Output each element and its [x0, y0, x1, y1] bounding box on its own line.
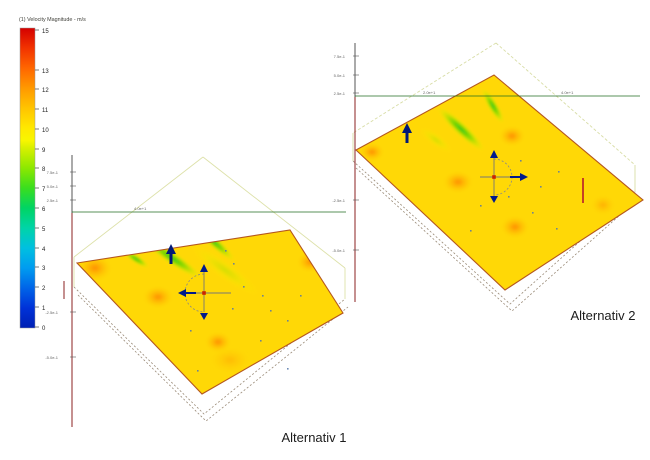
gizmo-up-arrow-icon — [490, 150, 498, 158]
surface-edge-outline — [355, 74, 644, 291]
colorbar-tick-labels: 15 13 12 11 10 9 8 7 6 5 4 3 2 1 0 — [42, 29, 49, 332]
colorbar — [19, 27, 36, 329]
colorbar-ticks — [35, 29, 39, 328]
velocity-surface — [77, 230, 343, 394]
svg-text:5: 5 — [42, 227, 46, 233]
axis-tick-label: -5.0e-1 — [45, 355, 58, 360]
surface-marker-dots — [190, 250, 302, 372]
legend-title: (1) Velocity Magnitude - m/s — [19, 17, 86, 23]
vertical-axis: 7.5e-1 5.0e-1 2.5e-1 -2.5e-1 -5.0e-1 — [332, 43, 359, 302]
rotation-gizmo[interactable] — [178, 264, 231, 320]
axis-tick-label: 7.5e-1 — [47, 170, 59, 175]
axis-tick-label: -2.5e-1 — [332, 198, 345, 203]
svg-text:2: 2 — [42, 286, 46, 292]
velocity-contours — [360, 87, 615, 238]
surface-marker-dots — [470, 160, 560, 232]
viewport-alternativ-2[interactable] — [340, 30, 650, 330]
svg-text:1: 1 — [42, 306, 46, 312]
gizmo-up-arrow-icon — [200, 264, 208, 272]
svg-text:12: 12 — [42, 88, 49, 94]
svg-text:4: 4 — [42, 247, 46, 253]
plot-caption-alternativ-2: Alternativ 2 — [570, 308, 635, 323]
svg-text:11: 11 — [42, 108, 49, 114]
measure-line-label: 4.0e+1 — [561, 90, 574, 95]
measure-line: 2.0e+1 4.0e+1 — [355, 90, 640, 97]
vertical-axis: 7.5e-1 5.0e-1 2.5e-1 -2.5e-1 -5.0e-1 — [45, 155, 76, 427]
gizmo-center-point — [492, 175, 496, 179]
svg-text:0: 0 — [42, 326, 46, 332]
axis-tick-label: 2.5e-1 — [334, 91, 346, 96]
svg-text:3: 3 — [42, 266, 46, 272]
gizmo-down-arrow-icon — [200, 313, 208, 320]
rotation-gizmo[interactable] — [480, 150, 528, 203]
gizmo-left-arrow-icon — [178, 289, 186, 297]
svg-text:13: 13 — [42, 69, 49, 75]
axis-tick-label: 2.5e-1 — [47, 198, 59, 203]
gizmo-right-arrow-icon — [520, 173, 528, 181]
measure-line-label: 4.0e+1 — [134, 206, 147, 211]
surface-edge-outline — [75, 229, 344, 395]
axis-tick-label: -2.5e-1 — [45, 310, 58, 315]
axis-tick-label: -5.0e-1 — [332, 248, 345, 253]
plot-alternativ-2: 7.5e-1 5.0e-1 2.5e-1 -2.5e-1 -5.0e-1 2.0… — [332, 30, 650, 330]
gizmo-down-arrow-icon — [490, 196, 498, 203]
svg-text:9: 9 — [42, 148, 46, 154]
slab-bottom-dashed-edges — [73, 286, 349, 422]
svg-text:8: 8 — [42, 167, 46, 173]
domain-box-wireframe — [73, 156, 346, 299]
domain-box-wireframe — [352, 42, 636, 166]
measure-line: 4.0e+1 — [72, 206, 346, 213]
plot-alternativ-1: 7.5e-1 5.0e-1 2.5e-1 -2.5e-1 -5.0e-1 4.0… — [45, 140, 360, 445]
svg-text:10: 10 — [42, 128, 49, 134]
svg-text:15: 15 — [42, 29, 49, 35]
flow-direction-arrow-icon — [166, 244, 176, 264]
flow-direction-arrow-icon — [402, 123, 412, 143]
viewport-alternativ-1[interactable] — [55, 140, 360, 435]
legend: (1) Velocity Magnitude - m/s 15 13 12 11… — [19, 17, 86, 332]
measure-line-label: 2.0e+1 — [423, 90, 436, 95]
svg-text:6: 6 — [42, 207, 46, 213]
axis-tick-label: 5.0e-1 — [334, 73, 346, 78]
gizmo-center-point — [202, 291, 206, 295]
svg-text:7: 7 — [42, 187, 46, 193]
domain-box-verticals — [352, 133, 636, 192]
axis-tick-label: 5.0e-1 — [47, 184, 59, 189]
axis-tick-label: 7.5e-1 — [334, 54, 346, 59]
plot-caption-alternativ-1: Alternativ 1 — [281, 430, 346, 445]
